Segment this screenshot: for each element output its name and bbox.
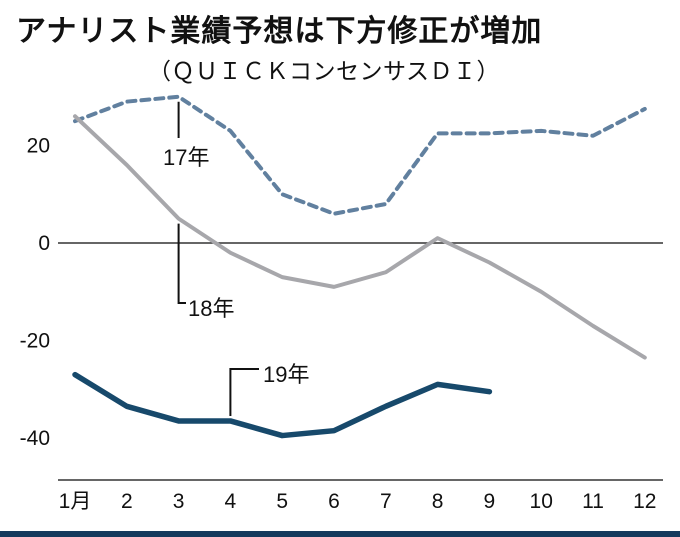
series-line-0	[73, 94, 647, 216]
x-tick-label: 2	[121, 490, 133, 513]
chart-title: アナリスト業績予想は下方修正が増加	[16, 15, 543, 48]
x-tick-label: 12	[633, 490, 656, 513]
series-label-17: 17年	[163, 145, 210, 170]
x-tick-label: 6	[328, 490, 340, 513]
connector-19	[229, 368, 259, 416]
x-tick-label: 7	[380, 490, 392, 513]
x-tick-label: 9	[484, 490, 496, 513]
x-tick-label: 4	[225, 490, 237, 513]
chart-subtitle: （ＱＵＩＣＫコンセンサスＤＩ）	[148, 58, 501, 84]
x-tick-label: 5	[276, 490, 288, 513]
series-line-1	[73, 114, 647, 360]
x-tick-label: 8	[432, 490, 444, 513]
series-label-19: 19年	[263, 362, 310, 387]
x-tick-label: 10	[530, 490, 553, 513]
x-tick-label: 3	[173, 490, 185, 513]
x-tick-label: 11	[582, 490, 604, 513]
y-tick-label: -40	[20, 427, 50, 450]
y-tick-label: 0	[38, 232, 50, 255]
series-line-2	[72, 371, 493, 439]
x-tick-label: 1月	[59, 490, 92, 513]
series-label-18: 18年	[188, 296, 235, 321]
bottom-accent-bar	[0, 531, 680, 537]
connector-18	[177, 223, 186, 304]
y-tick-label: 20	[27, 135, 50, 158]
y-tick-label: -20	[20, 330, 50, 353]
